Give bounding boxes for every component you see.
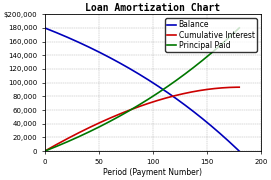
- Cumulative Interest: [238, 86, 241, 88]
- Cumulative Interest: [72, 134, 76, 136]
- Cumulative Interest: [237, 86, 240, 88]
- Legend: Balance, Cumulative Interest, Principal Paid: Balance, Cumulative Interest, Principal …: [165, 18, 257, 52]
- Principal Paid: [204, 57, 207, 59]
- Balance: [43, 27, 46, 29]
- Balance: [137, 73, 140, 75]
- Balance: [238, 150, 241, 152]
- Principal Paid: [136, 105, 139, 107]
- Balance: [237, 149, 240, 151]
- Cumulative Interest: [59, 141, 63, 143]
- Principal Paid: [72, 138, 76, 140]
- Balance: [204, 120, 207, 122]
- Balance: [59, 33, 63, 36]
- Line: Principal Paid: Principal Paid: [45, 28, 239, 151]
- Balance: [136, 72, 139, 74]
- Line: Cumulative Interest: Cumulative Interest: [45, 87, 239, 151]
- Principal Paid: [43, 150, 46, 152]
- Title: Loan Amortization Chart: Loan Amortization Chart: [85, 3, 220, 13]
- Principal Paid: [59, 143, 63, 146]
- Cumulative Interest: [137, 106, 140, 108]
- Principal Paid: [137, 104, 140, 106]
- Principal Paid: [237, 28, 240, 30]
- X-axis label: Period (Payment Number): Period (Payment Number): [103, 168, 202, 177]
- Cumulative Interest: [136, 106, 139, 108]
- Cumulative Interest: [43, 150, 46, 152]
- Cumulative Interest: [204, 89, 207, 91]
- Line: Balance: Balance: [45, 28, 239, 151]
- Principal Paid: [238, 27, 241, 29]
- Balance: [72, 39, 76, 41]
